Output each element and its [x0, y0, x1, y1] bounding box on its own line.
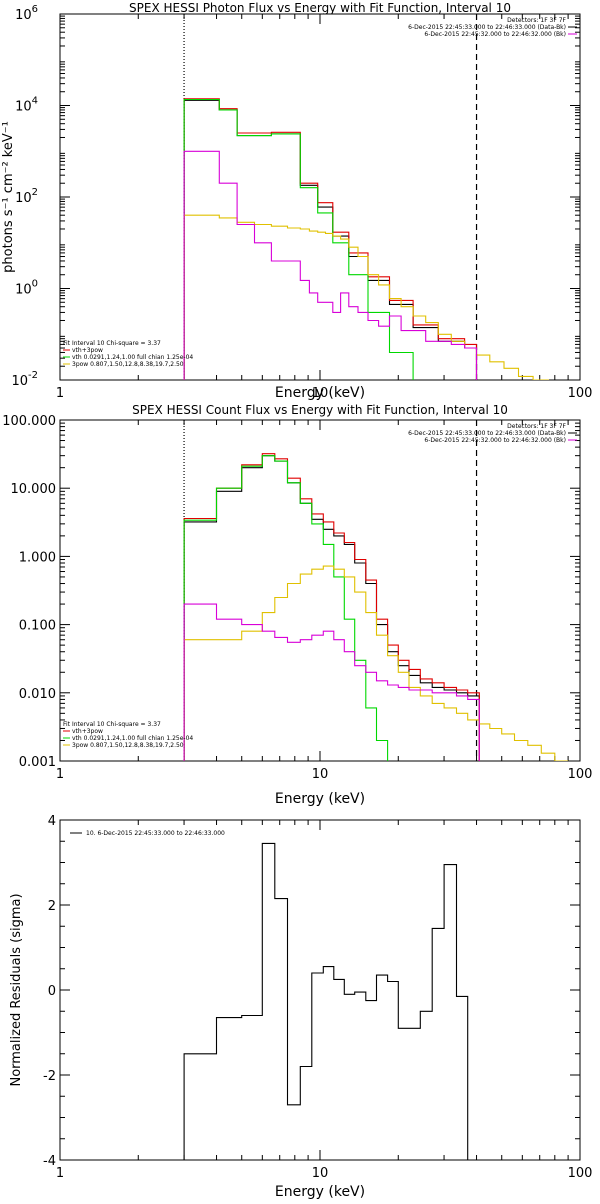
x-tick-label: 1: [56, 1166, 64, 1181]
series-line-4: [183, 214, 549, 380]
legend-text: Detectors: 1F 3F 7F: [507, 17, 566, 24]
series-line-2: [183, 98, 478, 380]
plot-frame: [59, 419, 581, 762]
legend-text: 6-Dec-2015 22:45:33.000 to 22:46:33.000 …: [408, 24, 566, 31]
y-tick-label: 10-2: [11, 370, 38, 389]
series-group: [183, 842, 469, 1160]
chart-panel-1: SPEX HESSI Photon Flux vs Energy with Fi…: [1, 1, 592, 401]
y-tick-label: 1.000: [19, 550, 56, 565]
legend-text: Fit Interval 10 Chi-square = 3.37: [63, 340, 161, 347]
legend-text: 6-Dec-2015 22:45:32.000 to 22:46:32.000 …: [424, 437, 566, 444]
y-tick-label: -4: [43, 1154, 56, 1169]
x-tick-label: 10: [312, 1166, 329, 1181]
x-tick-label: 100: [568, 767, 593, 782]
y-tick-label: 102: [15, 187, 38, 206]
x-tick-label: 100: [568, 1166, 593, 1181]
y-tick-label: 10.000: [11, 482, 57, 497]
x-axis-label: Energy (keV): [275, 385, 365, 401]
x-tick-label: 1: [56, 386, 64, 401]
y-tick-label: 0: [48, 984, 56, 999]
series-line-5: [183, 150, 478, 380]
plot-frame: [59, 13, 581, 381]
legend-text: vth 0.0291,1.24,1.00 full chian 1.25e-04: [72, 735, 193, 742]
legend-text: vth 0.0291,1.24,1.00 full chian 1.25e-04: [72, 354, 193, 361]
legend-text: Fit Interval 10 Chi-square = 3.37: [63, 721, 161, 728]
plot-frame: [59, 819, 581, 1161]
legend-text: 3pow 0.807,1.50,12.8,8.38,19.7,2.50: [72, 361, 184, 368]
legend-text: 6-Dec-2015 22:45:33.000 to 22:46:33.000 …: [408, 430, 566, 437]
series-group: [183, 98, 549, 380]
x-axis-label: Energy (keV): [275, 1184, 365, 1200]
chart-title: SPEX HESSI Count Flux vs Energy with Fit…: [132, 403, 508, 417]
series-line-1: [183, 842, 469, 1160]
series-line-3: [183, 455, 389, 761]
chart-panel-3: 1 10 100 -4 -2 0 2 4 Energy (keV) Normalized Resi…: [9, 814, 592, 1200]
y-tick-label: 0.100: [19, 619, 56, 634]
series-line-1: [183, 99, 478, 380]
series-line-1: [183, 455, 480, 761]
chart-panel-2: SPEX HESSI Count Flux vs Energy with Fit…: [2, 403, 592, 807]
series-line-2: [183, 453, 480, 761]
y-tick-label: 4: [48, 814, 56, 829]
legend-text: vth+3pow: [72, 728, 103, 735]
y-tick-label: 0.010: [19, 687, 56, 702]
x-tick-label: 10: [312, 767, 329, 782]
legend-text: 3pow 0.807,1.50,12.8,8.38,19.7,2.50: [72, 742, 184, 749]
y-axis-label: photons s⁻¹ cm⁻² keV⁻¹: [1, 121, 16, 273]
y-tick-label: 100.000: [2, 414, 56, 429]
x-axis-label: Energy (keV): [275, 791, 365, 807]
series-line-3: [183, 98, 414, 380]
y-axis-label: Normalized Residuals (sigma): [9, 893, 24, 1086]
y-tick-label: -2: [43, 1069, 56, 1084]
legend-text: 6-Dec-2015 22:45:32.000 to 22:46:32.000 …: [424, 31, 566, 38]
x-tick-label: 10: [312, 386, 329, 401]
y-tick-label: 100: [15, 279, 38, 298]
legend-text: 10. 6-Dec-2015 22:45:33.000 to 22:46:33.…: [86, 830, 225, 837]
y-tick-label: 2: [48, 899, 56, 914]
legend-text: vth+3pow: [72, 347, 103, 354]
y-tick-label: 0.001: [19, 755, 56, 770]
legend-text: Detectors: 1F 3F 7F: [507, 423, 566, 430]
y-tick-label: 106: [15, 4, 38, 23]
x-tick-label: 100: [568, 386, 593, 401]
series-line-4: [183, 565, 569, 761]
series-line-5: [183, 603, 480, 761]
series-group: [183, 453, 569, 761]
y-tick-label: 104: [15, 96, 38, 115]
x-tick-label: 1: [56, 767, 64, 782]
chart-title: SPEX HESSI Photon Flux vs Energy with Fi…: [129, 1, 511, 15]
